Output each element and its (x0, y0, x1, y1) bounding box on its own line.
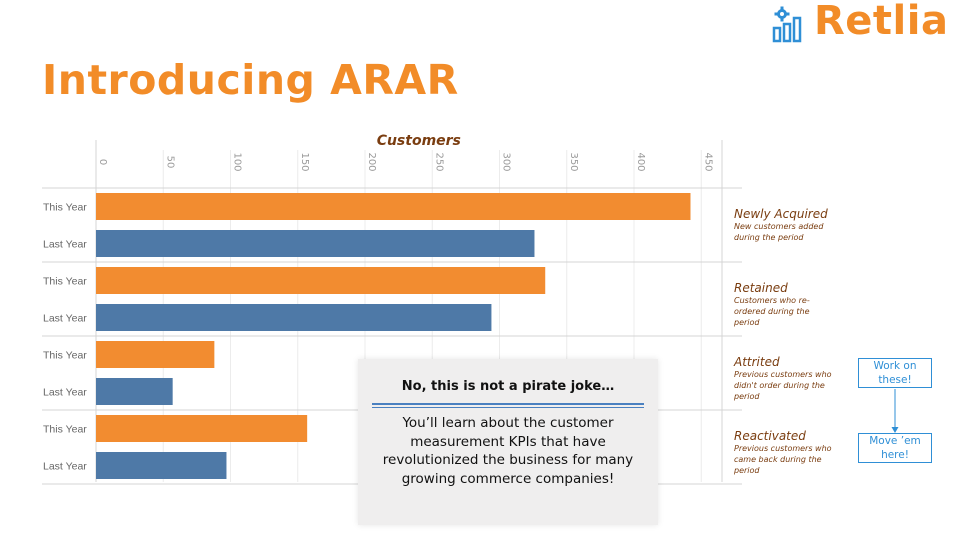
row-label: Last Year (43, 313, 87, 325)
category-name: Newly Acquired (734, 207, 828, 221)
row-label: This Year (43, 350, 87, 362)
category-description: Previous customers who came back during … (734, 444, 832, 475)
row-label: This Year (43, 202, 87, 214)
callout-box: No, this is not a pirate joke… You’ll le… (358, 359, 658, 525)
work-on-note-text: Work on these! (873, 360, 917, 386)
x-tick-label: 400 (635, 152, 646, 171)
bar-last-year (96, 378, 173, 405)
category-name: Attrited (734, 355, 780, 369)
brand-name: Retlia (814, 0, 949, 44)
x-tick-label: 200 (366, 152, 377, 171)
row-label: This Year (43, 424, 87, 436)
row-label: Last Year (43, 239, 87, 251)
move-em-note-text: Move ’em here! (869, 435, 921, 461)
category-annotation: Newly Acquired New customers added during… (734, 207, 844, 243)
callout-divider-thin (372, 407, 644, 408)
x-tick-label: 50 (164, 156, 175, 169)
bar-last-year (96, 452, 227, 479)
x-tick-label: 350 (568, 152, 579, 171)
category-annotation: Reactivated Previous customers who came b… (734, 429, 844, 476)
category-description: Previous customers who didn't order duri… (734, 370, 832, 401)
bar-last-year (96, 230, 535, 257)
callout-body: You’ll learn about the customer measurem… (382, 415, 634, 487)
bar-last-year (96, 304, 492, 331)
x-tick-label: 250 (433, 152, 444, 171)
category-description: New customers added during the period (734, 222, 824, 242)
category-name: Reactivated (734, 429, 806, 443)
work-on-note: Work on these! (858, 358, 932, 388)
category-description: Customers who re-ordered during the peri… (734, 296, 810, 327)
callout-title: No, this is not a pirate joke… (401, 379, 615, 394)
callout-divider (372, 403, 644, 405)
bar-this-year (96, 415, 308, 442)
chart-title: Customers (377, 133, 461, 149)
x-tick-label: 0 (97, 159, 108, 165)
row-label: This Year (43, 276, 87, 288)
gear-bar-chart-icon (772, 6, 802, 43)
x-tick-label: 100 (232, 152, 243, 171)
bar-this-year (96, 341, 215, 368)
x-tick-label: 300 (501, 152, 512, 171)
retlia-logo: Retlia (772, 0, 956, 46)
slide-title: Introducing ARAR (42, 56, 459, 104)
x-tick-label: 150 (299, 152, 310, 171)
move-em-note: Move ’em here! (858, 433, 932, 463)
row-label: Last Year (43, 387, 87, 399)
category-annotation: Attrited Previous customers who didn't or… (734, 355, 844, 402)
x-tick-label: 450 (702, 152, 713, 171)
category-name: Retained (734, 281, 788, 295)
bar-this-year (96, 193, 691, 220)
row-label: Last Year (43, 461, 87, 473)
bar-this-year (96, 267, 546, 294)
category-annotation: Retained Customers who re-ordered during … (734, 281, 844, 328)
